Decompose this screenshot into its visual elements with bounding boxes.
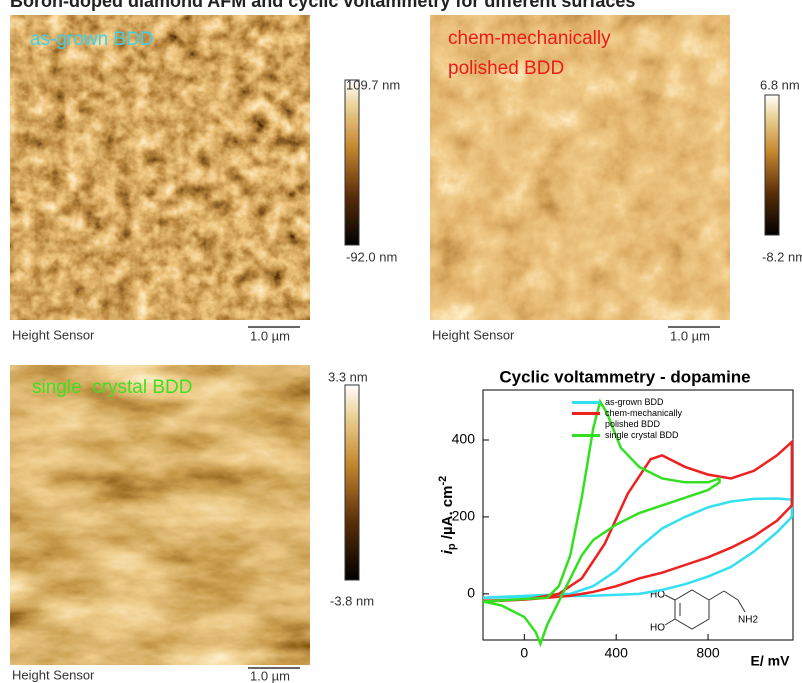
molecule-label: NH2 [738,615,758,626]
afm-image [430,15,730,320]
y-label-unit: /µA. cm [439,486,456,544]
sensor-label: Height Sensor [12,667,95,682]
y-tick-label: 200 [452,508,476,524]
y-axis-label: ip /µA. cm-2 [437,476,458,555]
legend-entry: chem-mechanically polished BDD [572,408,702,430]
legend-entry: as-grown BDD [572,397,702,408]
legend-entry: single crystal BDD [572,430,702,441]
sensor-label: Height Sensor [12,327,95,342]
panel-label: chem-mechanically polished BDD [448,28,611,79]
afm-image [10,365,310,665]
molecule [664,589,746,630]
y-label-sub: p [446,543,458,550]
legend-label: as-grown BDD [605,397,664,407]
molecule-label: HO [650,590,665,601]
scale-min: -8.2 nm [762,249,802,264]
cv-curve [482,398,721,648]
molecule-label: HO [650,623,665,634]
legend: as-grown BDD chem-mechanically polished B… [572,397,702,441]
legend-label: single crystal BDD [605,430,679,440]
scale-max: 6.8 nm [760,77,800,92]
x-axis-label: E/ mV [751,653,791,669]
color-bar [344,79,360,246]
scale-bar-label: 1.0 µm [250,668,290,683]
y-label-main: i [439,549,456,554]
cv-curve [482,439,794,603]
scale-max: 3.3 nm [328,369,368,384]
x-tick-label: 400 [605,645,629,661]
sensor-label: Height Sensor [432,327,515,342]
legend-swatch [572,434,600,437]
scale-bar-label: 1.0 µm [670,328,710,343]
y-tick-label: 0 [467,585,475,601]
scale-bar-label: 1.0 µm [250,328,290,343]
color-bar [764,94,780,236]
y-label-sup: -2 [437,476,449,486]
scale-min: -92.0 nm [346,249,397,264]
legend-label: chem-mechanically polished BDD [605,408,683,429]
scale-max: 109.7 nm [346,77,400,92]
panel-label: as-grown BDD [30,29,154,50]
panel-label-box: chem-mechanically polished BDD [448,28,611,79]
x-tick-label: 0 [520,645,528,661]
figure-title: Boron-doped diamond AFM and cyclic volta… [10,0,635,11]
color-bar [344,384,360,581]
legend-swatch [572,412,600,415]
scale-min: -3.8 nm [330,593,374,608]
panel-label: single crystal BDD [32,377,193,398]
afm-image [10,15,310,320]
x-tick-label: 800 [696,645,720,661]
chart-title: Cyclic voltammetry - dopamine [499,367,750,386]
legend-swatch [572,401,600,404]
y-tick-label: 400 [452,431,476,447]
